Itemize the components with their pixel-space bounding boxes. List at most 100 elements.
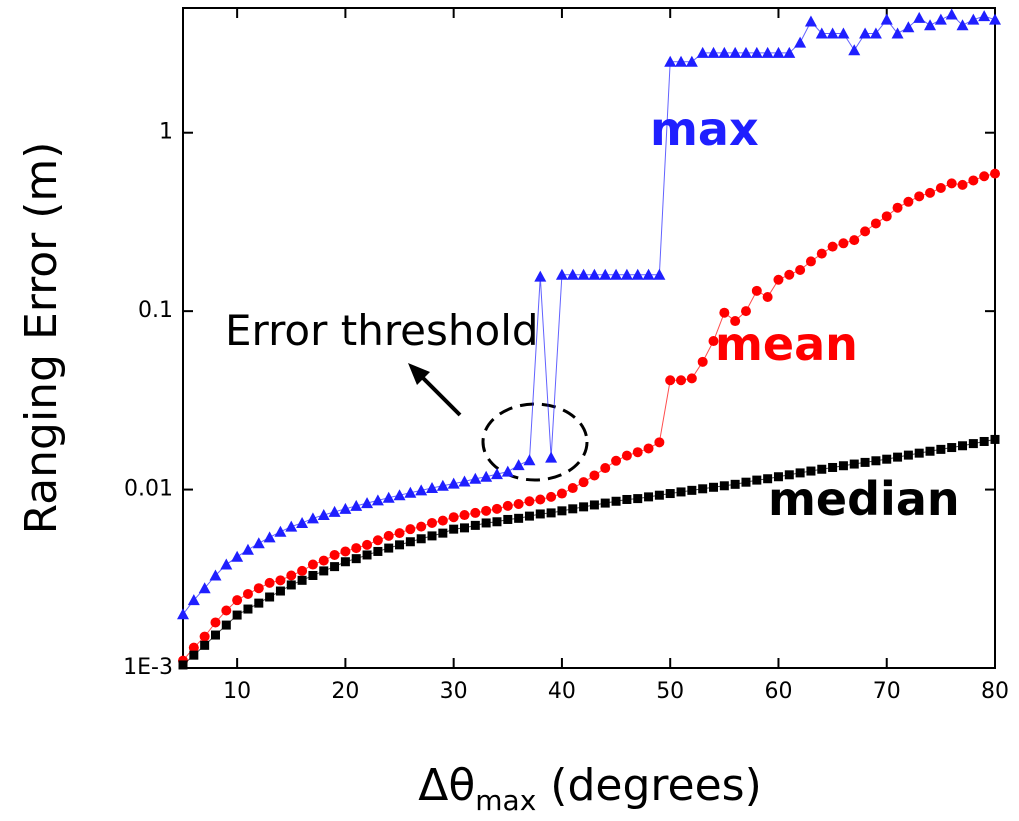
triangle-marker	[209, 569, 222, 581]
circle-marker	[946, 178, 957, 189]
triangle-marker	[924, 19, 937, 31]
square-marker	[795, 468, 805, 478]
triangle-marker	[794, 36, 807, 48]
square-marker	[265, 592, 275, 602]
circle-marker	[730, 316, 741, 327]
circle-marker	[762, 292, 773, 303]
square-marker	[308, 570, 318, 580]
triangle-marker	[458, 475, 471, 487]
circle-marker	[362, 539, 373, 550]
square-marker	[633, 494, 643, 504]
circle-marker	[459, 510, 470, 521]
circle-marker	[665, 375, 676, 386]
triangle-marker	[750, 46, 763, 58]
x-axis-title-sub: max	[475, 784, 536, 817]
square-marker	[719, 481, 729, 491]
y-tick-label: 1	[159, 120, 173, 145]
square-marker	[817, 464, 827, 474]
triangle-marker	[631, 268, 644, 280]
triangle-marker	[642, 268, 655, 280]
circle-marker	[600, 463, 611, 474]
circle-marker	[394, 528, 405, 539]
triangle-marker	[913, 11, 926, 23]
triangle-marker	[815, 27, 828, 39]
square-marker	[427, 531, 437, 541]
circle-marker	[329, 549, 340, 560]
square-marker	[676, 487, 686, 497]
square-marker	[535, 509, 545, 519]
triangle-marker	[891, 27, 904, 39]
square-marker	[351, 554, 361, 564]
square-marker	[654, 490, 664, 500]
triangle-marker	[480, 470, 493, 482]
triangle-marker	[382, 491, 395, 503]
circle-marker	[264, 577, 275, 588]
triangle-marker	[426, 482, 439, 494]
triangle-marker	[328, 505, 341, 517]
square-marker	[784, 470, 794, 480]
triangle-marker	[826, 27, 839, 39]
circle-marker	[253, 583, 264, 594]
triangle-marker	[306, 512, 319, 524]
triangle-marker	[220, 558, 233, 570]
circle-marker	[318, 555, 329, 566]
x-tick-label: 20	[331, 679, 359, 704]
triangle-marker	[296, 516, 309, 528]
circle-marker	[502, 500, 513, 511]
square-marker	[773, 472, 783, 482]
plot-frame	[182, 7, 996, 669]
triangle-marker	[989, 13, 1001, 25]
square-marker	[210, 630, 220, 640]
square-marker	[947, 443, 957, 453]
annotation-arrowhead	[408, 363, 430, 385]
triangle-marker	[263, 531, 276, 543]
triangle-marker	[285, 520, 298, 532]
circle-marker	[719, 307, 730, 318]
x-tick-label: 10	[223, 679, 251, 704]
series-line	[182, 438, 996, 666]
circle-marker	[805, 256, 816, 267]
square-marker	[698, 484, 708, 494]
square-marker	[914, 448, 924, 458]
circle-marker	[297, 565, 308, 576]
triangle-marker	[252, 537, 265, 549]
square-marker	[503, 514, 513, 524]
triangle-marker	[707, 46, 720, 58]
triangle-marker	[447, 477, 460, 489]
circle-marker	[903, 196, 914, 207]
triangle-marker	[945, 8, 958, 20]
square-marker	[849, 459, 859, 469]
triangle-marker	[880, 13, 893, 25]
triangle-marker	[436, 479, 449, 491]
triangle-marker	[653, 268, 666, 280]
circle-marker	[372, 535, 383, 546]
triangle-marker	[804, 15, 817, 27]
square-marker	[319, 566, 329, 576]
triangle-marker	[934, 13, 947, 25]
triangle-marker	[837, 27, 850, 39]
square-marker	[492, 517, 502, 527]
triangle-marker	[490, 468, 503, 480]
annotation: Error threshold	[225, 306, 539, 355]
x-tick-label: 60	[764, 679, 792, 704]
triangle-marker	[512, 459, 525, 471]
circle-marker	[795, 265, 806, 276]
triangle-marker	[967, 13, 980, 25]
circle-marker	[860, 226, 871, 237]
triangle-marker	[685, 55, 698, 67]
triangle-marker	[187, 594, 200, 606]
triangle-marker	[956, 19, 969, 31]
square-marker	[806, 466, 816, 476]
triangle-marker	[848, 44, 861, 56]
circle-marker	[383, 530, 394, 541]
circle-marker	[448, 512, 459, 523]
square-marker	[665, 489, 675, 499]
circle-marker	[556, 488, 567, 499]
square-marker	[405, 537, 415, 547]
circle-marker	[849, 235, 860, 246]
square-marker	[752, 475, 762, 485]
square-marker	[514, 513, 524, 523]
x-tick-label: 50	[656, 679, 684, 704]
circle-marker	[491, 503, 502, 514]
triangle-marker	[869, 27, 882, 39]
